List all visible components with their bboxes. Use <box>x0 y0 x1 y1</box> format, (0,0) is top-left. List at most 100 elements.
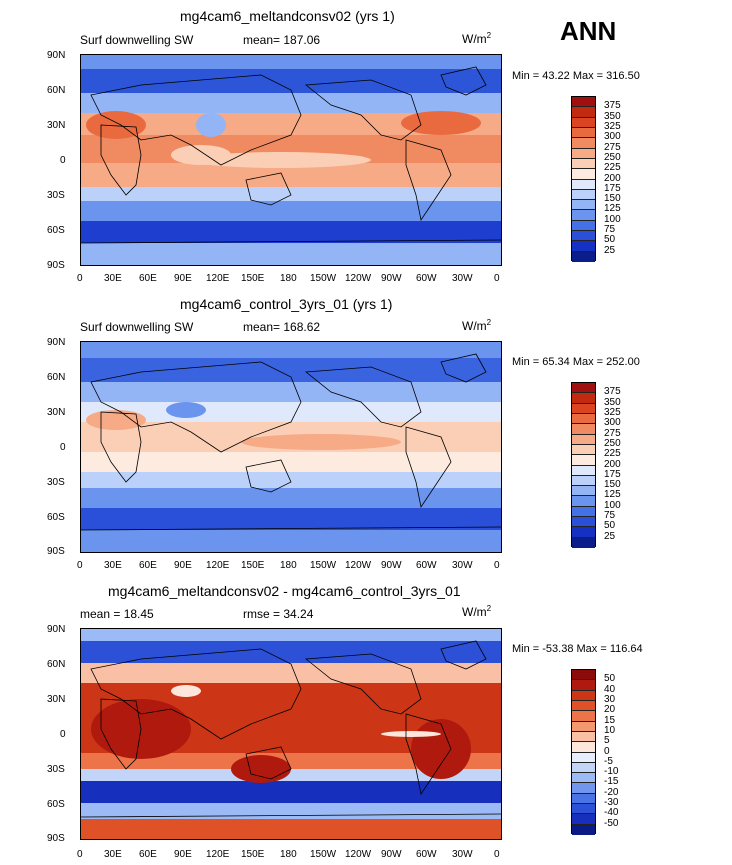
colorbar-label: 10 <box>604 724 616 736</box>
lon-tick: 60E <box>139 849 157 860</box>
panel-3-map-field <box>81 629 501 839</box>
colorbar-label: -50 <box>604 817 619 829</box>
colorbar-label: 125 <box>604 489 621 501</box>
colorbar-label: 20 <box>604 704 616 716</box>
panel-1-variable-label: Surf downwelling SW <box>80 33 194 47</box>
lon-tick: 180 <box>280 849 297 860</box>
lon-tick: 0 <box>494 273 500 284</box>
colorbar-swatch <box>572 148 595 159</box>
panel-3-lat-tick: 0 <box>60 729 66 740</box>
colorbar-swatch <box>572 804 595 815</box>
lon-tick: 0 <box>77 849 83 860</box>
colorbar-swatch <box>572 424 595 435</box>
panel-3-minmax: Min = -53.38 Max = 116.64 <box>512 643 643 655</box>
lon-tick: 150W <box>310 849 337 860</box>
panel-1-map <box>80 54 502 266</box>
lon-tick: 60W <box>416 273 437 284</box>
colorbar-swatch <box>572 210 595 221</box>
panel-1-mean-label: mean= 187.06 <box>243 33 321 47</box>
panel-2-units: W/m2 <box>462 318 492 333</box>
colorbar-label: 100 <box>604 213 621 225</box>
panel-2-minmax: Min = 65.34 Max = 252.00 <box>512 356 640 368</box>
lon-tick: 30E <box>104 560 122 571</box>
panel-2-lat-tick: 0 <box>60 442 66 453</box>
panel-3-rmse-label: rmse = 34.24 <box>243 607 314 621</box>
lon-tick: 30W <box>452 273 473 284</box>
lon-tick: 180 <box>280 560 297 571</box>
colorbar-label: 175 <box>604 468 621 480</box>
panel-1-colorbar <box>571 96 596 262</box>
lon-tick: 60W <box>416 849 437 860</box>
colorbar-label: 300 <box>604 417 621 429</box>
lon-tick: 150E <box>241 560 265 571</box>
panel-2-lon-ticks: 0 30E 60E 90E 120E 150E 180 150W 120W 90… <box>0 560 732 574</box>
colorbar-swatch <box>572 138 595 149</box>
colorbar-label: 200 <box>604 458 621 470</box>
colorbar-label: 175 <box>604 182 621 194</box>
lon-tick: 90E <box>174 560 192 571</box>
panel-2-mean-label: mean= 168.62 <box>243 320 321 334</box>
panel-3-lat-tick: 90N <box>47 624 66 635</box>
colorbar-label: 75 <box>604 510 616 522</box>
colorbar-label: 100 <box>604 499 621 511</box>
colorbar-label: 350 <box>604 396 621 408</box>
colorbar-swatch <box>572 670 595 681</box>
panel-3-colorbar <box>571 669 596 835</box>
colorbar-swatch <box>572 475 595 487</box>
colorbar-swatch <box>572 731 595 743</box>
colorbar-swatch <box>572 700 595 712</box>
colorbar-swatch <box>572 158 595 170</box>
lon-tick: 90W <box>381 273 402 284</box>
colorbar-swatch <box>572 752 595 763</box>
colorbar-swatch <box>572 97 595 108</box>
colorbar-label: 325 <box>604 406 621 418</box>
lon-tick: 150E <box>241 273 265 284</box>
colorbar-label: 50 <box>604 520 616 532</box>
colorbar-label: -15 <box>604 776 619 788</box>
panel-2-variable-label: Surf downwelling SW <box>80 320 194 334</box>
colorbar-swatch <box>572 179 595 190</box>
lon-tick: 120E <box>206 560 230 571</box>
colorbar-swatch <box>572 127 595 139</box>
lon-tick: 30W <box>452 849 473 860</box>
colorbar-label: 40 <box>604 683 616 695</box>
colorbar-swatch <box>572 231 595 242</box>
panel-1-title: mg4cam6_meltandconsv02 (yrs 1) <box>180 8 395 24</box>
colorbar-label: 0 <box>604 745 610 757</box>
colorbar-swatch <box>572 117 595 128</box>
lon-tick: 0 <box>77 560 83 571</box>
panel-2-lat-tick: 30N <box>47 407 66 418</box>
colorbar-swatch <box>572 434 595 445</box>
lon-tick: 60E <box>139 560 157 571</box>
panel-1-lat-tick: 90N <box>47 50 66 61</box>
colorbar-label: -20 <box>604 786 619 798</box>
panel-3-lat-tick: 30S <box>47 764 65 775</box>
colorbar-label: 5 <box>604 735 610 747</box>
panel-3-lat-tick: 60S <box>47 799 65 810</box>
colorbar-label: -10 <box>604 766 619 778</box>
panel-2-lat-tick: 60S <box>47 512 65 523</box>
colorbar-swatch <box>572 169 595 180</box>
panel-2-colorbar <box>571 382 596 548</box>
colorbar-label: 15 <box>604 714 616 726</box>
colorbar-swatch <box>572 241 595 252</box>
panel-2-lat-tick: 30S <box>47 477 65 488</box>
lon-tick: 60E <box>139 273 157 284</box>
colorbar-swatch <box>572 200 595 211</box>
lon-tick: 90E <box>174 273 192 284</box>
panel-1-lat-tick: 30N <box>47 120 66 131</box>
colorbar-swatch <box>572 455 595 466</box>
lon-tick: 180 <box>280 273 297 284</box>
lon-tick: 0 <box>77 273 83 284</box>
panel-2-lat-tick: 60N <box>47 372 66 383</box>
colorbar-label: 225 <box>604 448 621 460</box>
colorbar-label: 75 <box>604 224 616 236</box>
colorbar-swatch <box>572 107 595 118</box>
lon-tick: 120W <box>345 273 372 284</box>
panel-2-title: mg4cam6_control_3yrs_01 (yrs 1) <box>180 296 393 312</box>
colorbar-swatch <box>572 762 595 774</box>
panel-1-lat-tick: 0 <box>60 155 66 166</box>
panel-3-mean-label: mean = 18.45 <box>80 607 154 621</box>
colorbar-label: 250 <box>604 151 621 163</box>
colorbar-swatch <box>572 486 595 497</box>
